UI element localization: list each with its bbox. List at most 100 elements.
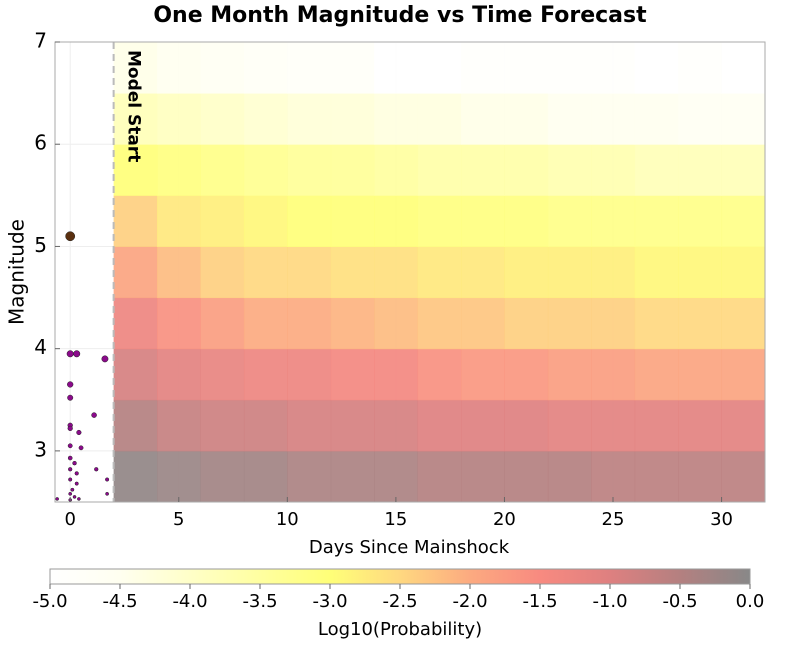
heat-cell — [417, 399, 462, 452]
heat-cell — [330, 399, 375, 452]
event-point — [68, 477, 73, 482]
colorbar — [49, 568, 751, 585]
heat-cell — [547, 93, 592, 145]
heat-cell — [113, 297, 158, 350]
heat-cell — [678, 348, 723, 401]
heat-cell — [591, 195, 636, 247]
event-point — [70, 487, 75, 492]
x-tick-label: 5 — [173, 509, 184, 530]
heat-cell — [157, 399, 201, 452]
heat-cell — [287, 348, 332, 401]
heat-cell — [113, 144, 158, 196]
heat-cell — [113, 348, 158, 401]
heat-cell — [157, 42, 201, 94]
x-axis-label: Days Since Mainshock — [309, 537, 510, 558]
colorbar-tick-label: -2.5 — [382, 591, 417, 612]
heat-cell — [157, 144, 201, 196]
heat-cell — [287, 144, 332, 196]
heat-cell — [591, 93, 636, 145]
heat-cell — [287, 297, 332, 350]
heat-cell — [461, 93, 505, 145]
heat-cell — [417, 348, 462, 401]
heat-cell — [287, 246, 332, 299]
event-point — [72, 460, 77, 466]
heat-cell — [374, 297, 419, 350]
heat-cell — [678, 297, 723, 350]
heat-cell — [591, 450, 636, 503]
heat-cell — [417, 297, 462, 350]
heat-cell — [157, 93, 201, 145]
heat-cell — [157, 348, 201, 401]
x-tick-label: 0 — [64, 509, 75, 530]
heat-cell — [547, 297, 592, 350]
heat-cell — [721, 450, 766, 503]
y-axis-label: Magnitude — [5, 219, 29, 325]
heat-cell — [721, 93, 766, 145]
heat-cell — [200, 195, 245, 247]
event-point — [67, 381, 74, 388]
heat-cell — [504, 195, 549, 247]
heat-cell — [634, 93, 679, 145]
heat-cell — [417, 144, 462, 196]
heat-cell — [287, 93, 332, 145]
colorbar-tick-label: 0.0 — [736, 591, 765, 612]
x-tick-label: 10 — [276, 509, 299, 530]
heat-cell — [547, 246, 592, 299]
heat-cell — [678, 246, 723, 299]
heat-cell — [547, 450, 592, 503]
heat-cell — [678, 195, 723, 247]
heat-cell — [287, 450, 332, 503]
event-point — [78, 445, 84, 451]
heat-cell — [547, 42, 592, 94]
heat-cell — [287, 195, 332, 247]
model-start-label: Model Start — [124, 50, 144, 162]
event-point — [74, 471, 79, 476]
heat-cell — [243, 297, 288, 350]
heat-cell — [374, 195, 419, 247]
heat-cell — [287, 42, 332, 94]
event-point — [55, 497, 59, 501]
y-tick-label: 3 — [34, 437, 47, 461]
heat-cell — [113, 399, 158, 452]
heat-cell — [374, 399, 419, 452]
heat-cell — [200, 450, 245, 503]
heat-cell — [504, 399, 549, 452]
heat-cell — [721, 195, 766, 247]
heat-cell — [330, 42, 375, 94]
y-tick-label: 5 — [34, 233, 47, 257]
heat-cell — [461, 42, 505, 94]
heat-cell — [330, 246, 375, 299]
heat-cell — [113, 93, 158, 145]
colorbar-tick-label: -5.0 — [32, 591, 67, 612]
heat-cell — [374, 246, 419, 299]
event-point — [66, 350, 74, 358]
event-point — [77, 497, 81, 501]
heat-cell — [461, 348, 505, 401]
heat-cell — [461, 450, 505, 503]
colorbar-label: Log10(Probability) — [318, 619, 482, 640]
heat-cell — [374, 348, 419, 401]
heat-cell — [591, 246, 636, 299]
heat-cell — [157, 195, 201, 247]
heat-cell — [678, 93, 723, 145]
event-point — [101, 355, 109, 363]
heat-cell — [417, 93, 462, 145]
heat-cell — [721, 348, 766, 401]
colorbar-tick-label: -3.0 — [312, 591, 347, 612]
event-point — [74, 481, 79, 486]
x-tick-label: 30 — [710, 509, 733, 530]
heat-cell — [504, 246, 549, 299]
heat-cell — [547, 399, 592, 452]
heat-cell — [113, 42, 158, 94]
heat-cell — [243, 450, 288, 503]
heat-cell — [287, 399, 332, 452]
heat-cell — [330, 93, 375, 145]
event-point — [68, 467, 73, 472]
heat-cell — [721, 246, 766, 299]
event-point — [73, 350, 81, 358]
heat-cell — [634, 450, 679, 503]
heat-cell — [417, 42, 462, 94]
heat-cell — [374, 450, 419, 503]
heat-cell — [504, 144, 549, 196]
